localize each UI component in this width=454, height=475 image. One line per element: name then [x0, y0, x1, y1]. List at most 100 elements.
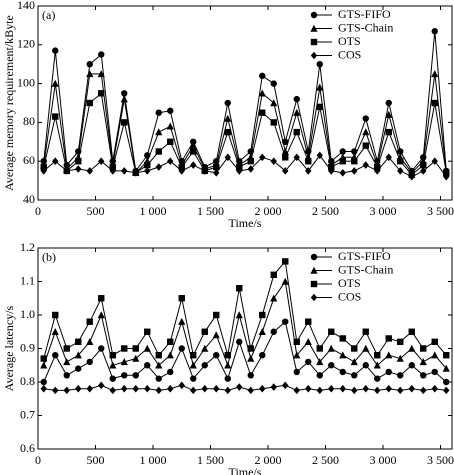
x-tick-label: 1 500 — [197, 453, 224, 467]
data-point — [385, 351, 393, 359]
panel-label: (b) — [42, 250, 56, 264]
x-tick-label: 1 000 — [140, 204, 167, 218]
data-point — [224, 114, 232, 122]
data-point — [362, 344, 370, 352]
x-tick-label: 2 500 — [312, 204, 339, 218]
data-point — [75, 384, 82, 393]
data-point — [213, 311, 220, 319]
data-point — [109, 167, 116, 175]
data-point — [97, 70, 105, 78]
data-point — [247, 158, 254, 165]
data-point — [155, 375, 162, 382]
data-point — [293, 108, 301, 116]
data-point — [293, 128, 300, 136]
data-point — [121, 372, 128, 379]
data-point — [235, 311, 243, 319]
data-point — [293, 338, 300, 345]
data-point — [443, 378, 450, 386]
data-point — [270, 157, 277, 165]
data-point — [212, 331, 220, 339]
data-point — [293, 368, 300, 376]
x-tick-label: 0 — [35, 453, 41, 467]
data-point — [167, 384, 174, 393]
data-point — [282, 154, 289, 161]
legend-marker — [310, 253, 318, 261]
data-point — [224, 99, 231, 107]
data-point — [40, 378, 47, 386]
data-point — [351, 372, 358, 379]
data-point — [362, 384, 369, 393]
series-line — [43, 31, 447, 173]
data-point — [86, 384, 93, 393]
x-axis-label: Time/s — [229, 216, 262, 230]
data-point — [304, 338, 312, 345]
data-point — [293, 386, 300, 395]
data-point — [121, 119, 128, 126]
data-point — [328, 328, 335, 335]
data-point — [236, 163, 243, 171]
data-point — [213, 352, 220, 359]
data-point — [328, 362, 335, 369]
legend-label: COS — [338, 47, 361, 61]
data-point — [259, 109, 266, 116]
data-point — [190, 148, 197, 155]
legend-label: OTS — [338, 34, 361, 48]
data-point — [51, 327, 59, 335]
data-point — [316, 60, 323, 68]
data-point — [259, 384, 266, 393]
data-point — [51, 79, 59, 87]
data-point — [120, 358, 128, 366]
data-point — [155, 109, 162, 116]
series-line — [43, 92, 447, 176]
y-tick-label: 0.7 — [20, 407, 35, 421]
data-point — [408, 384, 415, 393]
data-point — [63, 167, 70, 175]
y-tick-label: 80 — [23, 114, 35, 128]
x-axis-label: Time/s — [229, 465, 262, 475]
data-point — [270, 383, 277, 391]
data-point — [397, 372, 404, 379]
data-point — [132, 372, 139, 379]
data-point — [282, 318, 289, 325]
data-point — [385, 128, 392, 136]
data-point — [189, 361, 197, 369]
x-tick-label: 1 000 — [140, 453, 167, 467]
data-point — [98, 51, 105, 58]
data-point — [144, 161, 151, 169]
series-line — [43, 73, 447, 174]
data-point — [339, 384, 346, 393]
plot-frame — [37, 5, 453, 201]
data-point — [190, 138, 197, 145]
data-point — [373, 361, 381, 369]
data-point — [98, 345, 105, 352]
data-point — [144, 362, 151, 369]
y-tick-label: 40 — [23, 192, 35, 206]
y-tick-label: 1.1 — [20, 273, 35, 287]
data-point — [63, 386, 70, 395]
data-point — [143, 344, 151, 352]
data-point — [166, 351, 174, 359]
data-point — [40, 361, 48, 369]
legend-marker — [310, 280, 318, 288]
data-point — [385, 99, 392, 107]
data-point — [98, 381, 105, 390]
data-point — [259, 153, 266, 162]
data-point — [397, 386, 404, 395]
data-point — [258, 327, 266, 335]
data-point — [316, 358, 324, 366]
data-point — [236, 285, 243, 292]
data-point — [97, 311, 105, 319]
data-point — [293, 351, 301, 359]
data-point — [316, 345, 323, 352]
data-point — [75, 365, 82, 372]
data-point — [86, 358, 93, 366]
data-point — [316, 151, 323, 160]
data-point — [178, 167, 185, 175]
data-point — [247, 345, 254, 352]
data-point — [305, 384, 312, 393]
data-point — [144, 384, 151, 393]
data-point — [109, 386, 116, 395]
data-point — [74, 351, 82, 359]
data-point — [247, 386, 254, 395]
data-point — [120, 95, 128, 103]
